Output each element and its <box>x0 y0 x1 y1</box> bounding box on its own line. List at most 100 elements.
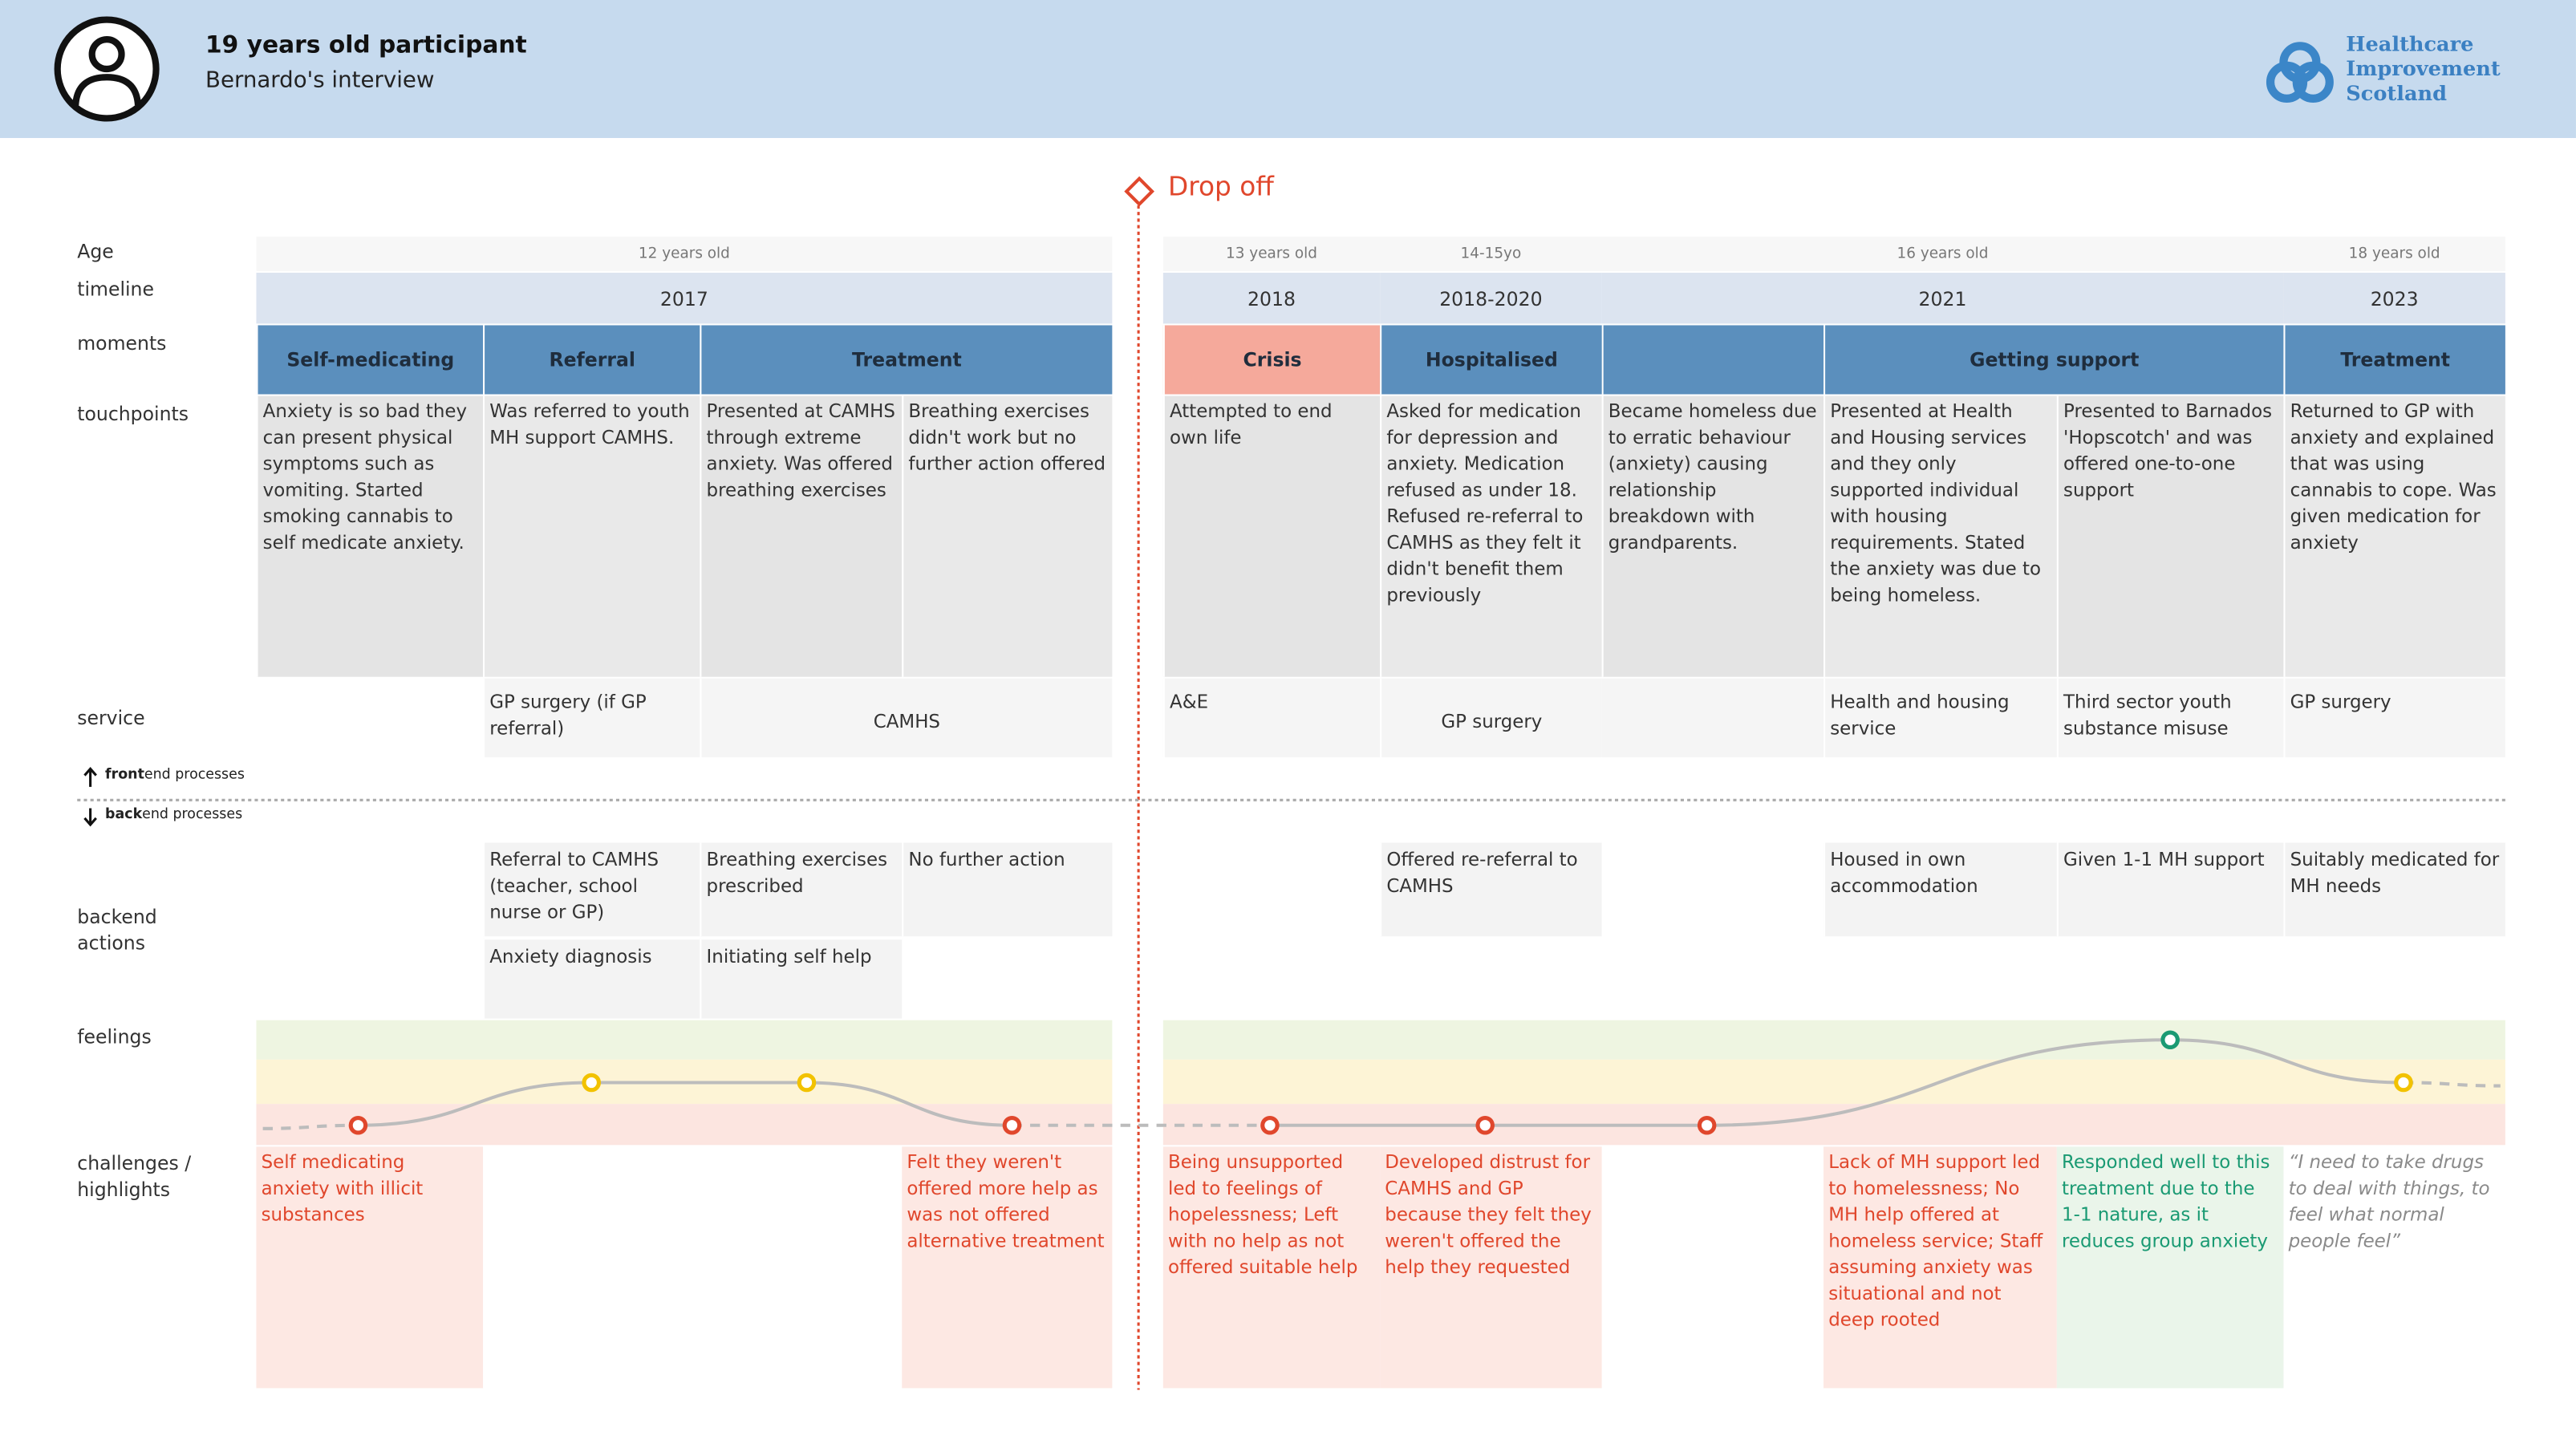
subtitle: Bernardo's interview <box>205 67 435 94</box>
up-arrow <box>83 767 97 787</box>
timeline-cell: 2023 <box>2283 272 2505 324</box>
feeling-point <box>2394 1073 2413 1093</box>
feeling-point <box>582 1073 601 1093</box>
timeline-cell: 2021 <box>1601 272 2284 324</box>
row-label: challenges / highlights <box>77 1151 192 1201</box>
feeling-curve <box>2170 1038 2404 1085</box>
touchpoint-cell: Became homeless due to erratic behaviour… <box>1601 395 1824 677</box>
feeling-band-positive <box>256 1020 1113 1060</box>
age-cell: 16 years old <box>1897 245 1989 262</box>
feeling-band-neutral <box>1162 1059 2505 1105</box>
moment-cell: Getting support <box>1823 325 2284 395</box>
backend-action-cell: Breathing exercises prescribed <box>700 841 903 937</box>
challenge-cell: Developed distrust for CAMHS and GP beca… <box>1380 1146 1602 1389</box>
service-cell: Health and housing service <box>1823 678 2057 758</box>
moment-cell: Treatment <box>2283 325 2505 395</box>
age-row-bg <box>1162 236 2505 271</box>
challenge-cell: Responded well to this treatment due to … <box>2056 1146 2284 1389</box>
row-label: backend actions <box>77 905 157 955</box>
service-cell: Third sector youth substance misuse <box>2056 678 2284 758</box>
logo-text: Improvement <box>2346 55 2501 81</box>
feeling-curve <box>262 1123 359 1130</box>
backend-action-cell: Initiating self help <box>700 938 903 1019</box>
feeling-point <box>1002 1115 1022 1135</box>
age-row-bg <box>256 236 1113 271</box>
feeling-point <box>348 1115 368 1135</box>
touchpoint-cell: Attempted to end own life <box>1162 395 1381 677</box>
header-bar <box>0 0 2576 139</box>
title: 19 years old participant <box>205 32 527 59</box>
backend-action-cell: Suitably medicated for MH needs <box>2283 841 2505 937</box>
logo-text: Healthcare <box>2346 30 2474 56</box>
age-cell: 18 years old <box>2348 245 2440 262</box>
feeling-curve <box>806 1081 1012 1127</box>
feeling-point <box>1260 1115 1280 1135</box>
feeling-point <box>1475 1115 1495 1135</box>
age-cell: 12 years old <box>638 245 730 262</box>
moment-cell: Crisis <box>1162 325 1381 395</box>
feeling-curve <box>1706 1038 2171 1127</box>
drop-off-marker <box>1124 176 1154 207</box>
service-cell <box>1601 678 1824 758</box>
row-label: moments <box>77 331 167 355</box>
moment-cell <box>1601 325 1824 395</box>
feeling-point <box>797 1073 817 1093</box>
challenge-cell: Self medicating anxiety with illicit sub… <box>256 1146 484 1389</box>
touchpoint-cell: Breathing exercises didn't work but no f… <box>902 395 1113 677</box>
backend-action-cell: Offered re-referral to CAMHS <box>1380 841 1602 937</box>
process-label-bold: back <box>105 806 143 823</box>
touchpoint-cell: Was referred to youth MH support CAMHS. <box>483 395 700 677</box>
process-label-rest: end processes <box>144 767 245 784</box>
touchpoint-cell: Returned to GP with anxiety and explaine… <box>2283 395 2505 677</box>
feeling-band-positive <box>1162 1020 2505 1060</box>
row-label: service <box>77 706 145 730</box>
backend-action-cell: Given 1-1 MH support <box>2056 841 2284 937</box>
touchpoint-cell: Anxiety is so bad they can present physi… <box>256 395 484 677</box>
challenge-cell: Felt they weren't offered more help as w… <box>902 1146 1113 1389</box>
process-label: frontend processes <box>105 767 302 787</box>
feeling-curve <box>358 1081 592 1127</box>
timeline-cell: 2017 <box>256 272 1113 324</box>
avatar-body <box>72 74 142 106</box>
service-cell: GP surgery (if GP referral) <box>483 678 700 758</box>
moment-cell: Referral <box>483 325 700 395</box>
row-label: Age <box>77 239 114 263</box>
backend-action-cell: No further action <box>902 841 1113 937</box>
timeline-cell: 2018 <box>1162 272 1381 324</box>
moment-cell: Treatment <box>700 325 1113 395</box>
touchpoint-cell: Presented at CAMHS through extreme anxie… <box>700 395 903 677</box>
service-cell: GP surgery <box>1380 678 1602 758</box>
row-label: touchpoints <box>77 402 189 426</box>
age-cell: 14-15yo <box>1460 245 1522 262</box>
feeling-point <box>2160 1030 2180 1050</box>
process-label: backend processes <box>105 806 302 826</box>
logo-text: Scotland <box>2346 80 2448 106</box>
service-cell: GP surgery <box>2283 678 2505 758</box>
drop-off-label: Drop off <box>1167 170 1274 202</box>
touchpoint-cell: Presented at Health and Housing services… <box>1823 395 2057 677</box>
touchpoint-cell: Asked for medication for depression and … <box>1380 395 1602 677</box>
logo-icon <box>2266 42 2334 103</box>
age-cell: 13 years old <box>1225 245 1317 262</box>
feeling-point <box>1697 1115 1717 1135</box>
service-cell: A&E <box>1162 678 1381 758</box>
service-cell: CAMHS <box>700 678 1113 758</box>
down-arrow <box>83 808 97 827</box>
challenge-cell: “I need to take drugs to deal with thing… <box>2288 1151 2490 1252</box>
row-label: timeline <box>77 278 154 301</box>
challenge-cell: Being unsupported led to feelings of hop… <box>1162 1146 1381 1389</box>
backend-action-cell: Housed in own accommodation <box>1823 841 2057 937</box>
row-label: feelings <box>77 1024 152 1048</box>
backend-action-cell: Anxiety diagnosis <box>483 938 700 1019</box>
backend-action-cell: Referral to CAMHS (teacher, school nurse… <box>483 841 700 937</box>
avatar-head <box>88 36 125 73</box>
touchpoint-cell: Presented to Barnados 'Hopscotch' and wa… <box>2056 395 2284 677</box>
moment-cell: Self-medicating <box>256 325 484 395</box>
timeline-cell: 2018-2020 <box>1380 272 1602 324</box>
process-label-rest: end processes <box>142 806 243 823</box>
moment-cell: Hospitalised <box>1380 325 1602 395</box>
challenge-cell: Lack of MH support led to homelessness; … <box>1823 1146 2057 1389</box>
